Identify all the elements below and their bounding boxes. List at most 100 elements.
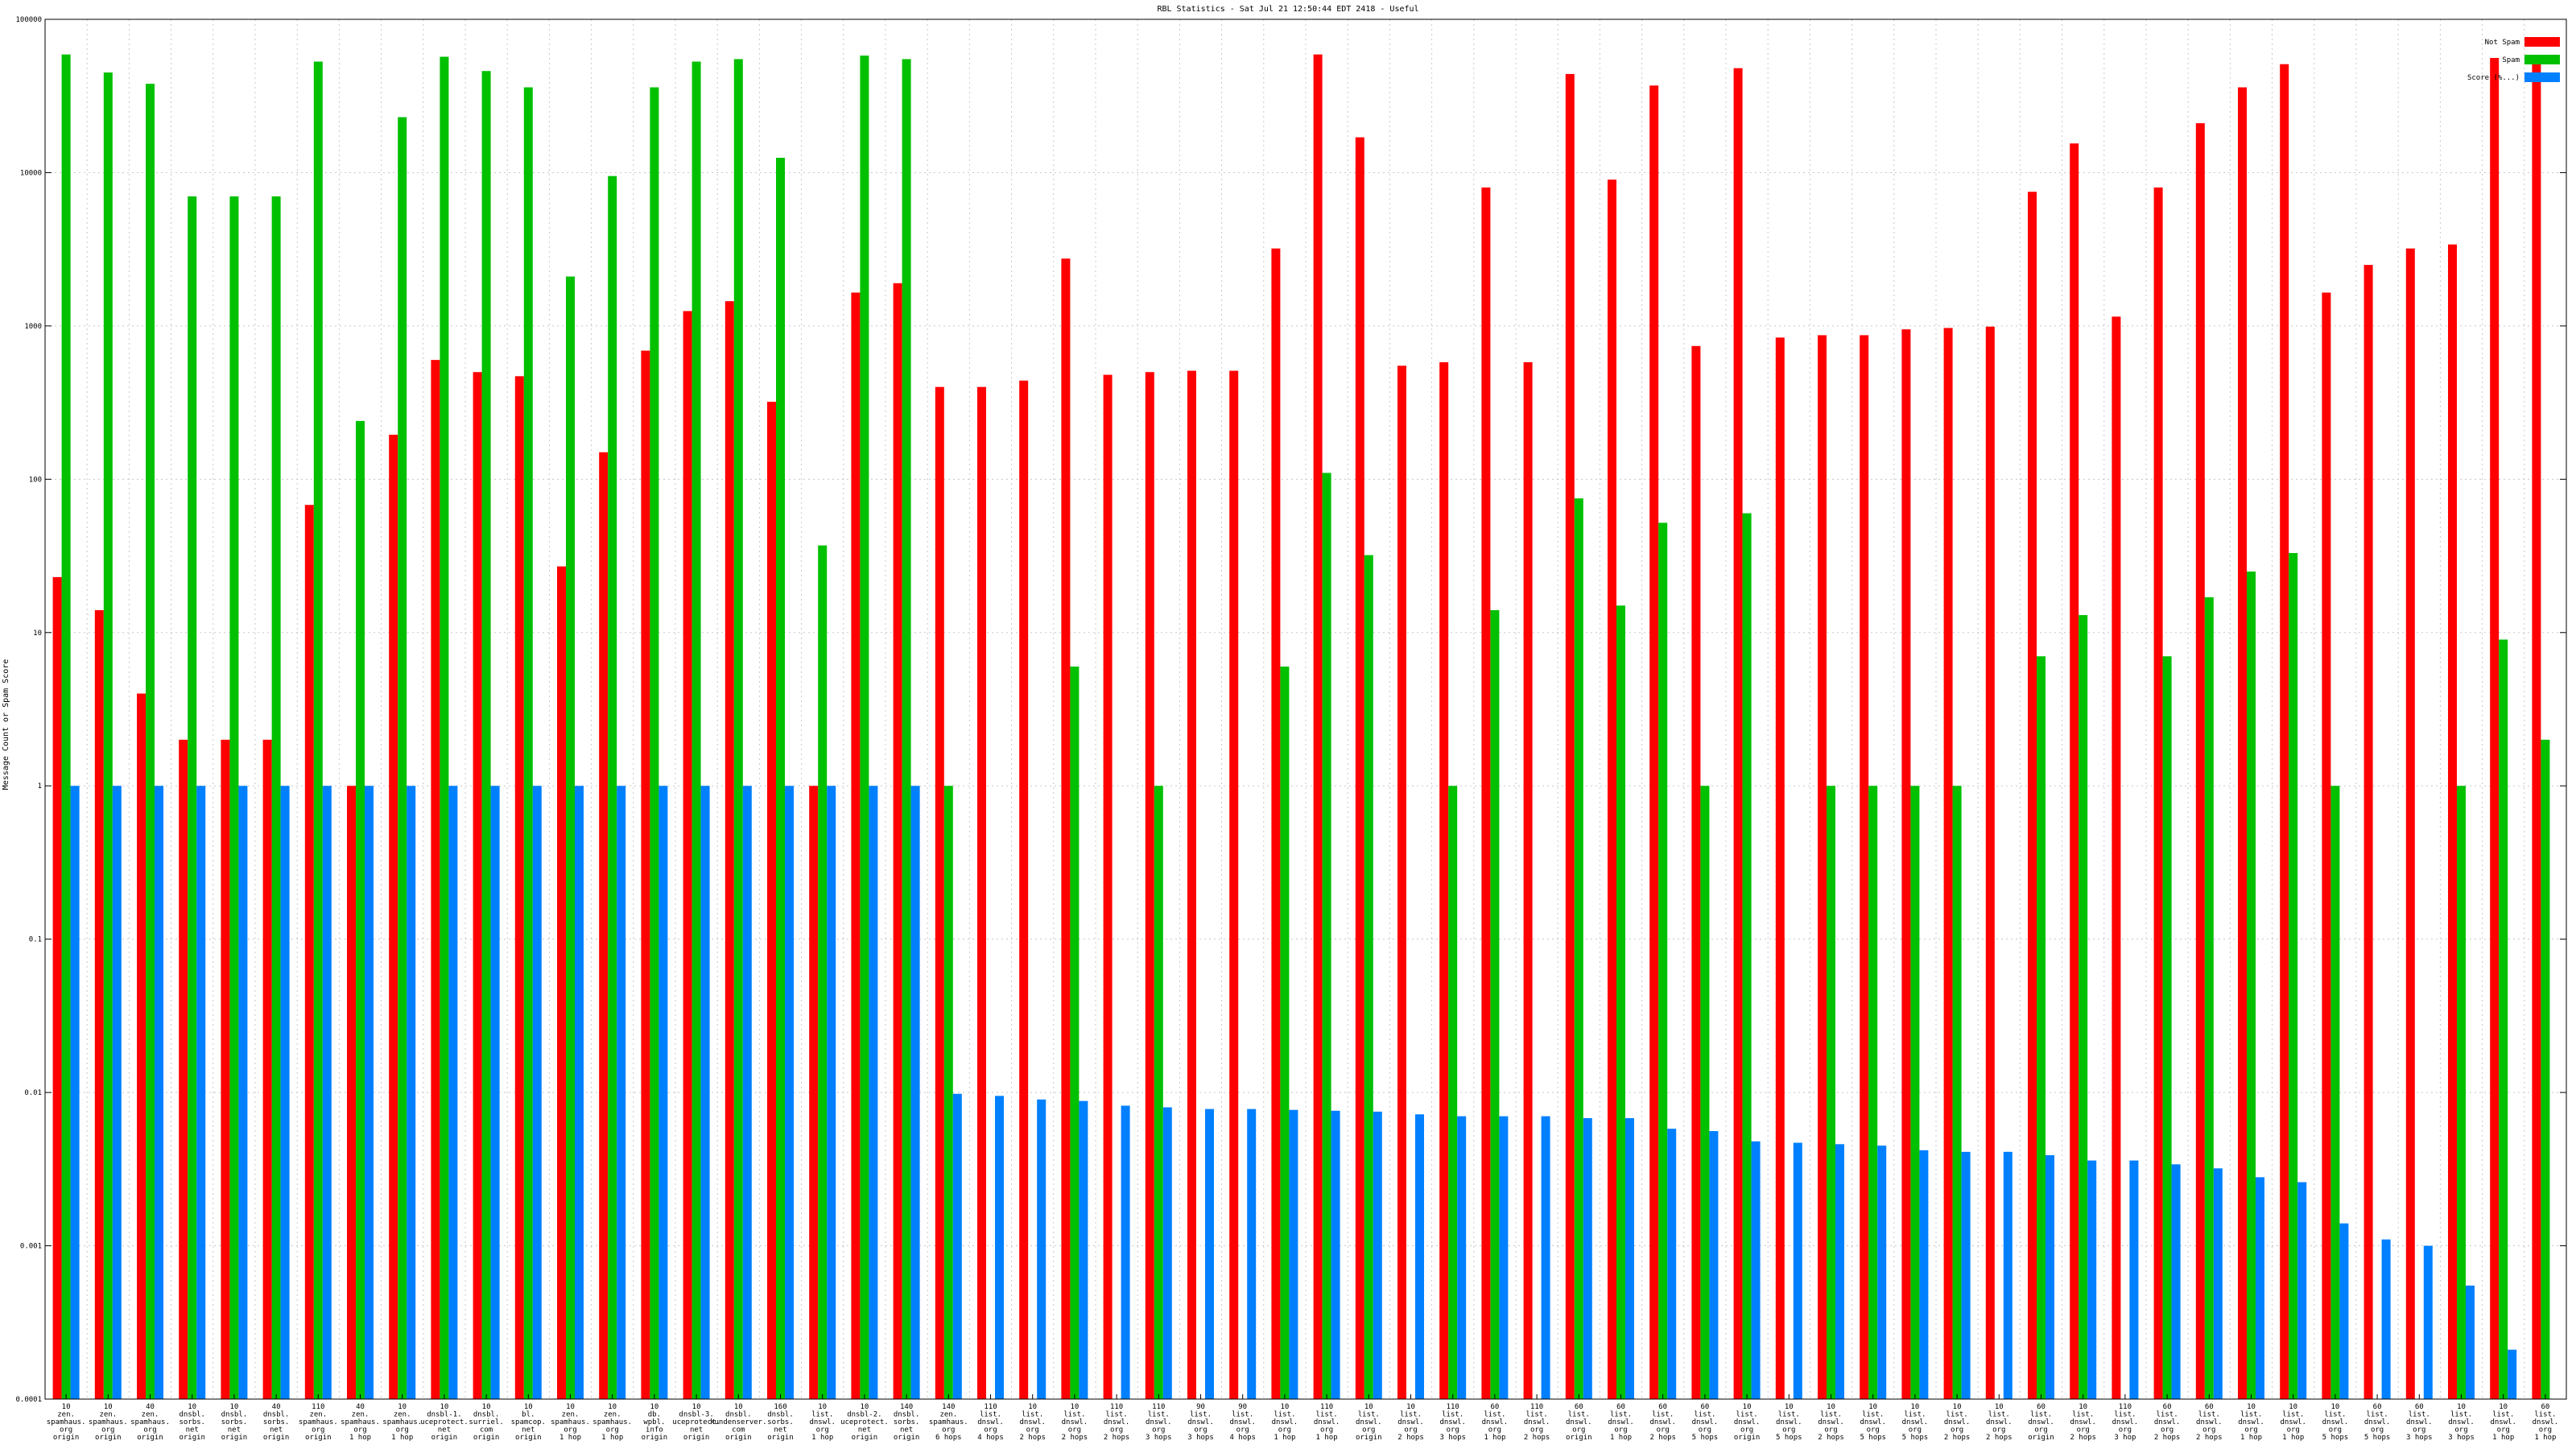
x-tick-label-line: list. [1063, 1411, 1085, 1419]
x-tick-label-line: org [984, 1426, 997, 1435]
x-tick-label-line: dnswl. [2112, 1418, 2139, 1426]
x-tick-label: 60 list. dnswl. org origin [1566, 1403, 1592, 1442]
x-tick-label-line: 3 hop [2114, 1434, 2136, 1442]
x-tick-label-line: dnswl. [1902, 1418, 1929, 1426]
x-tick-label-line: 10 [2247, 1403, 2256, 1411]
x-tick-label-line: org [353, 1426, 366, 1435]
x-tick-label: 110 list. dnswl. org 2 hops [1524, 1403, 1550, 1442]
bar-spam [1827, 786, 1835, 1399]
bar-not-spam [1229, 370, 1239, 1399]
bar-spam [440, 56, 449, 1399]
x-tick-label-line: 10 [608, 1403, 617, 1411]
bar-not-spam [2448, 244, 2457, 1400]
bar-spam [2499, 639, 2508, 1399]
x-tick-label-line: org [1447, 1426, 1459, 1435]
x-tick-label-line: net [522, 1426, 535, 1435]
x-tick-label: 110 list. dnswl. org 1 hop [1314, 1403, 1340, 1442]
x-tick-label-line: list. [1316, 1411, 1338, 1419]
x-tick-label: 60 list. dnswl. org 3 hops [2406, 1403, 2433, 1442]
x-tick-label-line: 1 hop [349, 1434, 371, 1442]
bar-score [155, 786, 163, 1399]
x-tick-label: 10 db. wpbl. info origin [642, 1403, 668, 1442]
bar-not-spam [2153, 187, 2163, 1400]
x-tick-label-line: list. [2114, 1411, 2136, 1419]
x-tick-label: 10 list. dnswl. org 5 hops [1776, 1403, 1802, 1442]
bar-score [407, 786, 416, 1399]
bar-score [280, 786, 290, 1399]
x-tick-label-line: zen. [57, 1411, 75, 1419]
x-tick-label-line: 10 [1827, 1403, 1835, 1411]
y-tick-label: 10000 [20, 169, 42, 177]
bar-not-spam [221, 739, 230, 1399]
x-tick-label-line: uceprotect. [672, 1418, 720, 1426]
x-tick-label-line: 2 hops [2196, 1434, 2223, 1442]
bar-score [658, 786, 668, 1399]
x-tick-label-line: list. [1736, 1411, 1758, 1419]
x-tick-label-line: 10 [1028, 1403, 1037, 1411]
x-tick-label-line: net [774, 1426, 786, 1435]
bar-not-spam [2112, 316, 2121, 1399]
x-tick-label-line: dnswl. [2533, 1418, 2559, 1426]
x-tick-label-line: 60 [2205, 1403, 2214, 1411]
x-tick-label-line: origin [725, 1434, 752, 1442]
x-tick-label-line: list. [2324, 1411, 2346, 1419]
x-tick-label-line: 4 hops [1229, 1434, 1256, 1442]
x-tick-label: 10 list. dnswl. org 3 hops [2448, 1403, 2475, 1442]
y-tick-label: 0.1 [29, 936, 42, 944]
bar-spam [188, 196, 197, 1399]
x-tick-label: 10 dnsbl. kundenserver. com origin [710, 1403, 766, 1442]
x-tick-label-line: org [816, 1426, 829, 1435]
x-tick-label-line: org [2034, 1426, 2047, 1435]
bar-score [532, 786, 542, 1399]
bar-spam [398, 117, 407, 1399]
bar-spam [1616, 605, 1625, 1399]
y-axis-label: Message Count or Spam Score [2, 659, 10, 791]
x-tick-label-line: 1 hop [1610, 1434, 1632, 1442]
bar-score [1709, 1131, 1719, 1399]
x-tick-label-line: org [1657, 1426, 1670, 1435]
x-tick-label-line: com [480, 1426, 493, 1435]
x-tick-label-line: 60 [1490, 1403, 1499, 1411]
x-tick-label-line: org [1614, 1426, 1627, 1435]
x-tick-label: 140 zen. spamhaus. org 6 hops [929, 1403, 968, 1442]
bar-score [1162, 1107, 1172, 1399]
x-tick-label-line: net [228, 1426, 241, 1435]
bar-not-spam [2490, 57, 2500, 1400]
x-tick-label-line: dnswl. [2490, 1418, 2516, 1426]
x-tick-label-line: 10 [1910, 1403, 1919, 1411]
x-tick-label-line: origin [642, 1434, 668, 1442]
bar-not-spam [1901, 329, 1911, 1399]
x-tick-label-line: dnswl. [1860, 1418, 1886, 1426]
x-tick-label-line: dnswl. [1229, 1418, 1256, 1426]
x-tick-label-line: dnsbl. [221, 1411, 248, 1419]
x-tick-label: 10 list. dnswl. org 1 hop [809, 1403, 836, 1442]
x-tick-label-line: 3 hops [1146, 1434, 1172, 1442]
x-tick-label-line: 10 [566, 1403, 575, 1411]
bar-spam [523, 87, 533, 1399]
x-tick-label-line: sorbs. [894, 1418, 920, 1426]
x-tick-label-line: org [1699, 1426, 1711, 1435]
bar-not-spam [1649, 85, 1659, 1399]
x-tick-label-line: 110 [1320, 1403, 1333, 1411]
x-tick-label: 60 list. dnswl. org 2 hops [2154, 1403, 2181, 1442]
x-tick-label: 110 zen. spamhaus. org origin [299, 1403, 338, 1442]
x-tick-label-line: list. [1652, 1411, 1674, 1419]
x-tick-label-line: 60 [1658, 1403, 1667, 1411]
x-tick-label: 110 list. dnswl. org 3 hops [1146, 1403, 1172, 1442]
x-tick-label-line: origin [515, 1434, 542, 1442]
x-tick-label-line: 60 [2163, 1403, 2172, 1411]
y-tick-label: 1000 [24, 323, 42, 331]
x-tick-label: 160 dnsbl. sorbs. net origin [767, 1403, 794, 1442]
x-tick-label-line: 1 hop [2240, 1434, 2262, 1442]
x-tick-label-line: 110 [2119, 1403, 2132, 1411]
x-tick-label-line: dnsbl. [473, 1411, 500, 1419]
x-tick-label: 10 dnsbl-2. uceprotect. net origin [840, 1403, 889, 1442]
bar-score [952, 1093, 962, 1399]
bar-not-spam [1187, 370, 1196, 1399]
bar-not-spam [1691, 345, 1701, 1399]
bar-score [869, 786, 878, 1399]
bar-score [785, 786, 794, 1399]
x-tick-label-line: net [438, 1426, 451, 1435]
bar-spam [650, 87, 659, 1399]
bar-spam [1070, 667, 1080, 1399]
